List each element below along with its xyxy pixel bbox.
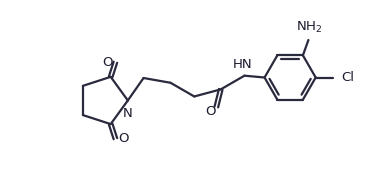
Text: O: O bbox=[102, 56, 113, 69]
Text: O: O bbox=[118, 132, 129, 145]
Text: HN: HN bbox=[233, 58, 253, 71]
Text: Cl: Cl bbox=[341, 71, 354, 84]
Text: O: O bbox=[206, 105, 216, 118]
Text: N: N bbox=[123, 107, 133, 120]
Text: NH$_2$: NH$_2$ bbox=[296, 20, 322, 35]
